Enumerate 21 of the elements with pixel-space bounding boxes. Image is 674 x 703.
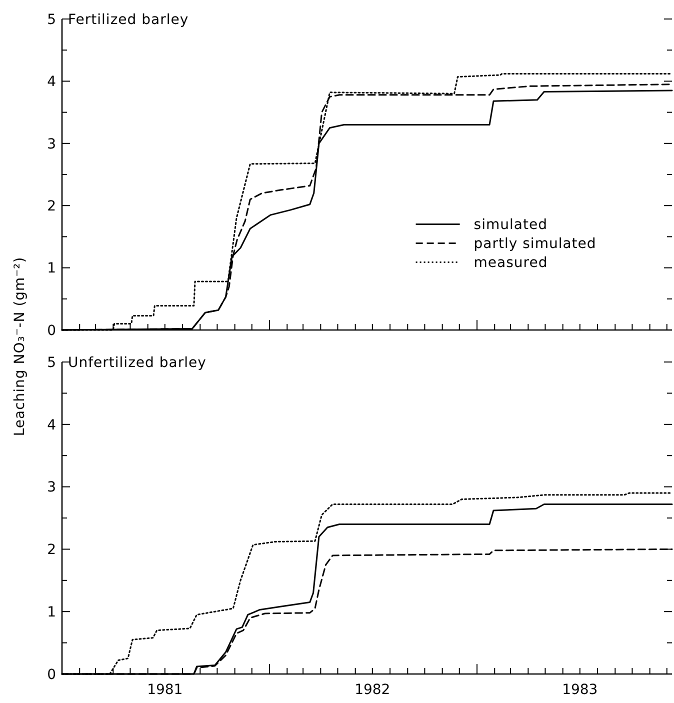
y-tick-label: 3 xyxy=(47,136,56,152)
x-tick-label: 1982 xyxy=(354,682,390,698)
y-tick-label: 0 xyxy=(47,322,56,339)
chart-title: Unfertilized barley xyxy=(68,354,206,371)
y-tick-label: 3 xyxy=(47,480,56,496)
y-tick-label: 0 xyxy=(47,666,56,683)
y-axis-title: Leaching NO₃⁻-N (gm⁻²) xyxy=(12,256,28,436)
y-tick-label: 2 xyxy=(47,542,56,558)
legend-label: simulated xyxy=(474,217,548,234)
x-tick-label: 1981 xyxy=(147,682,183,698)
y-tick-label: 4 xyxy=(47,417,56,434)
y-tick-label: 5 xyxy=(47,354,56,371)
x-tick-label: 1983 xyxy=(562,682,598,698)
y-tick-label: 5 xyxy=(47,12,56,28)
y-tick-label: 2 xyxy=(47,198,56,214)
chart-title: Fertilized barley xyxy=(68,12,189,28)
y-tick-label: 4 xyxy=(47,74,56,90)
legend-label: partly simulated xyxy=(474,236,596,252)
legend-label: measured xyxy=(474,255,548,272)
y-tick-label: 1 xyxy=(47,260,56,277)
y-tick-label: 1 xyxy=(47,604,56,620)
